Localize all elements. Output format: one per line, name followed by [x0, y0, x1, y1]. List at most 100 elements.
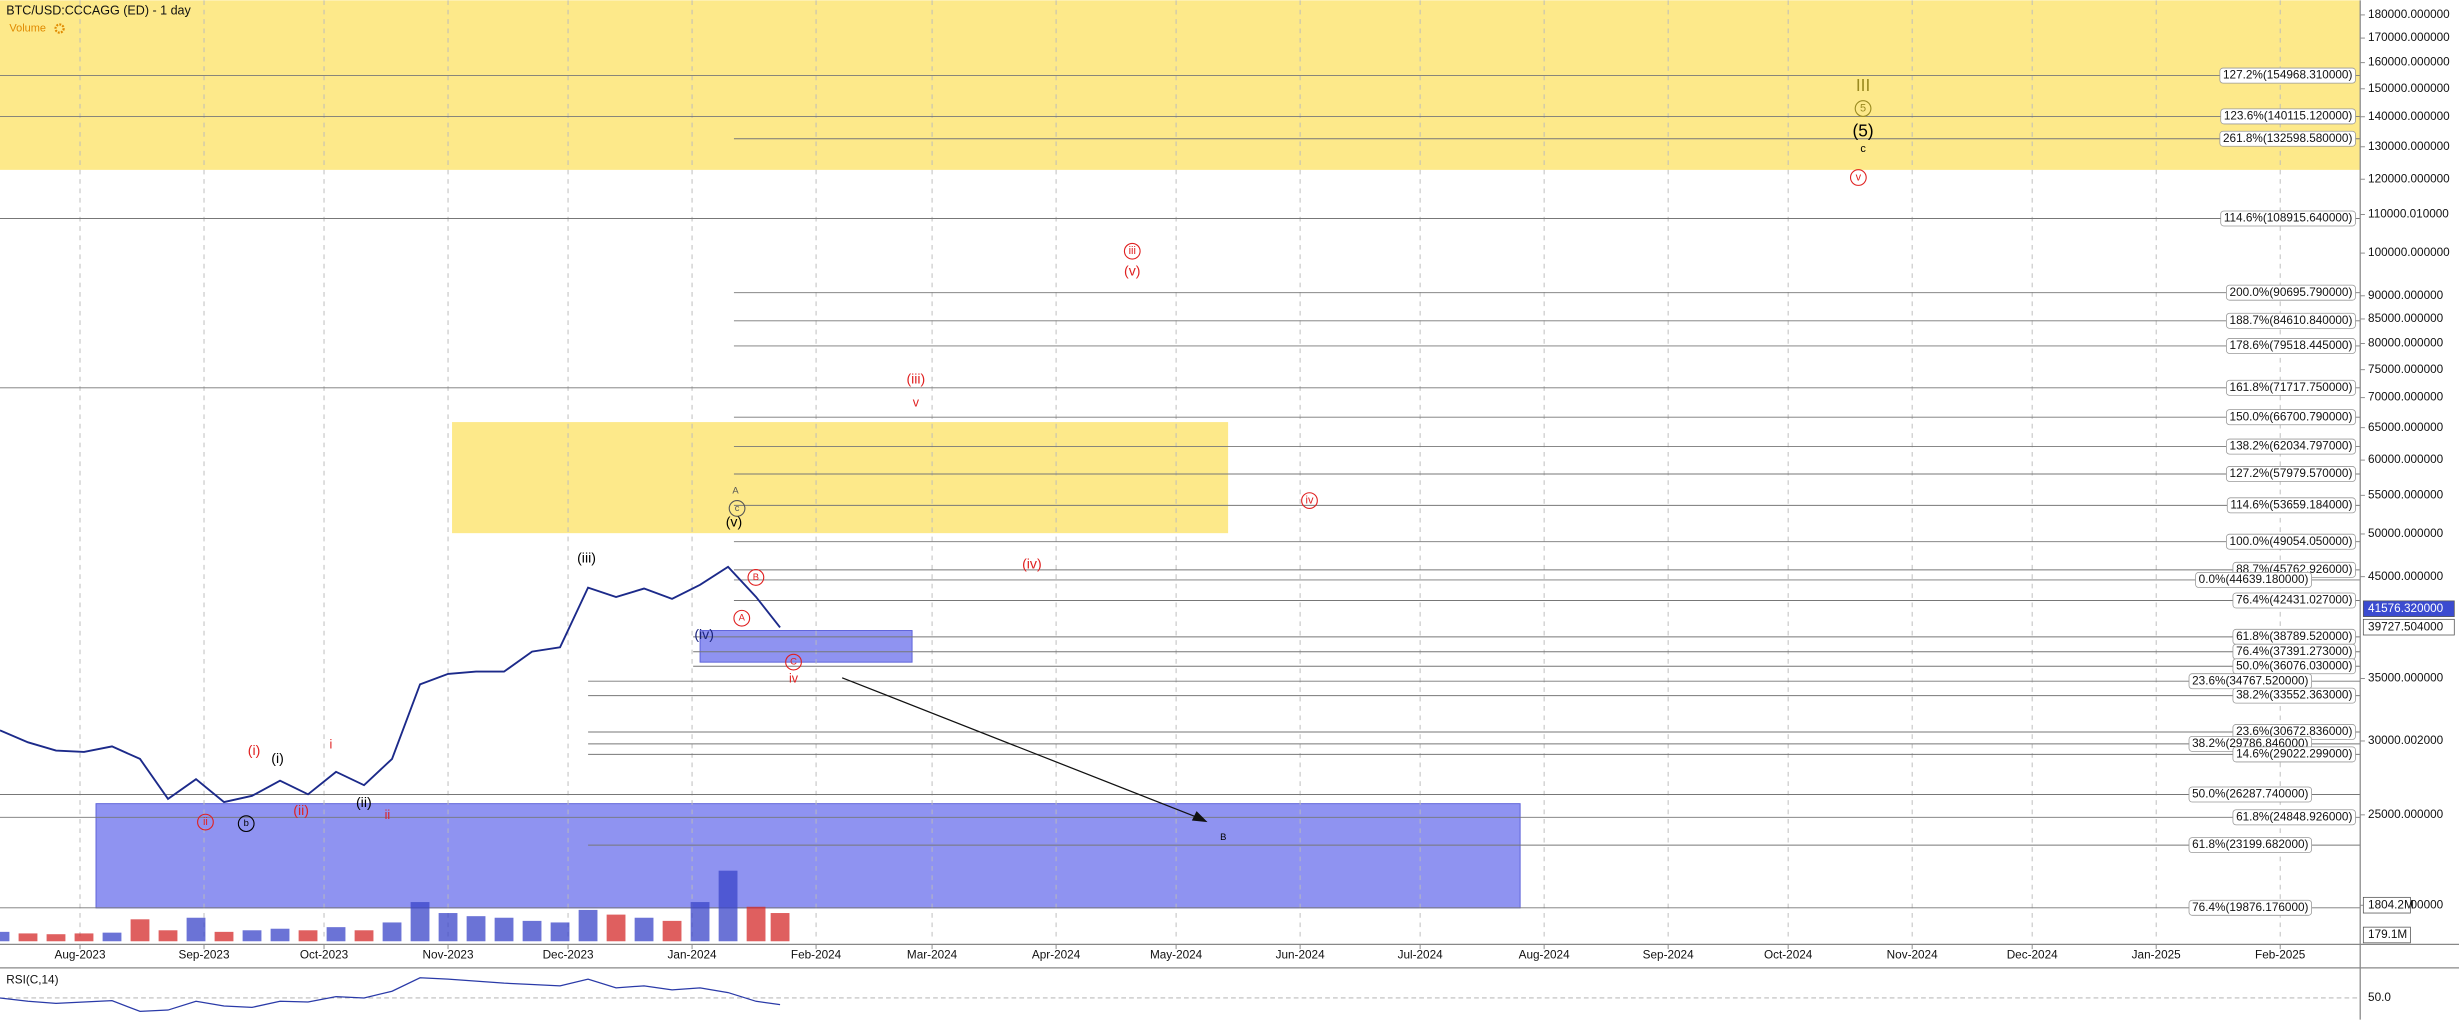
volume-bar — [74, 933, 94, 942]
y-tick-label: 170000.000000 — [2368, 31, 2450, 44]
plot — [0, 565, 790, 1013]
fib-label-text: 138.2%(62034.797000) — [2230, 440, 2353, 453]
fib-label: 61.8%(38789.520000) — [2232, 628, 2356, 645]
x-tick-label: Jul-2024 — [1398, 948, 1444, 961]
x-tick-label: Dec-2023 — [543, 948, 594, 961]
fib-label-text: 127.2%(154968.310000) — [2223, 69, 2352, 82]
volume-bar — [326, 927, 346, 942]
volume-badge-text: 1804.2M — [2368, 898, 2414, 911]
price-badge-text: 39727.504000 — [2368, 620, 2444, 633]
fib-label-box — [2226, 533, 2356, 550]
fib-label-text: 23.6%(30672.836000) — [2236, 725, 2352, 738]
wave-circle — [747, 569, 765, 586]
fib-label-text: 161.8%(71717.750000) — [2230, 381, 2353, 394]
y-tick-label: 160000.000000 — [2368, 56, 2450, 69]
fib-label: 100.0%(49054.050000) — [2226, 533, 2356, 550]
x-tick-label: Nov-2024 — [1887, 948, 1938, 961]
wave-label: ii — [385, 808, 391, 822]
wave-label: (iv) — [1022, 556, 1042, 572]
volume-bar — [662, 920, 682, 942]
x-tick-label: Oct-2024 — [1764, 948, 1813, 961]
fib-label: 114.6%(108915.640000) — [2220, 210, 2356, 227]
y-tick-label: 35000.000000 — [2368, 672, 2444, 685]
x-tick-label: Oct-2023 — [300, 948, 349, 961]
fib-label-box — [2232, 592, 2356, 609]
x-tick-label: Feb-2025 — [2255, 948, 2306, 961]
y-tick-label: 30000.002000 — [2368, 734, 2444, 747]
settings-icon[interactable] — [54, 23, 65, 34]
volume-bar — [354, 930, 374, 942]
volume-bar — [578, 909, 598, 942]
wave-label: v — [1856, 171, 1862, 183]
fib-label-text: 261.8%(132598.580000) — [2223, 132, 2352, 145]
rsi-label: RSI(C,14) — [6, 974, 58, 987]
volume-bar — [18, 933, 38, 942]
fib-label: 127.2%(57979.570000) — [2226, 466, 2356, 482]
fib-label: 61.8%(23199.682000) — [2188, 837, 2312, 854]
wave-label: C — [790, 656, 797, 667]
wave-label: III — [1856, 75, 1870, 95]
fib-label: 114.6%(53659.184000) — [2226, 497, 2356, 514]
fib-label-text: 76.4%(37391.273000) — [2236, 645, 2352, 658]
fib-label: 188.7%(84610.840000) — [2226, 312, 2356, 329]
fib-label-text: 0.0%(44639.180000) — [2199, 573, 2309, 586]
fib-label: 50.0%(26287.740000) — [2188, 786, 2312, 803]
y-tick-label: 110000.010000 — [2368, 208, 2449, 221]
y-tick-label: 70000.000000 — [2368, 391, 2444, 404]
fib-label-text: 188.7%(84610.840000) — [2230, 314, 2353, 327]
fib-label: 161.8%(71717.750000) — [2226, 379, 2356, 396]
fib-label: 61.8%(24848.926000) — [2232, 809, 2356, 826]
wave-label: (iii) — [906, 371, 925, 387]
fib-label-box — [2188, 899, 2312, 916]
fib-label-box — [2226, 497, 2356, 514]
y-tick-label: 60000.000000 — [2368, 453, 2444, 466]
y-tick-label: 100000.000000 — [2368, 246, 2450, 259]
volume-bar — [298, 930, 318, 942]
volume-bar — [130, 919, 150, 942]
y-tick-label: 180000.000000 — [2368, 8, 2450, 21]
fib-label-box — [2226, 312, 2356, 329]
volume-bar — [46, 934, 66, 942]
fib-label-text: 50.0%(26287.740000) — [2192, 788, 2308, 801]
wave-label: A — [732, 485, 739, 496]
y-tick-label: 50000.000000 — [2368, 527, 2444, 540]
wave-circle — [733, 609, 751, 627]
wave-circle — [728, 500, 746, 517]
y-tick-label: 65000.000000 — [2368, 421, 2444, 434]
wave-label: (5) — [1853, 121, 1874, 141]
fib-label: 261.8%(132598.580000) — [2219, 130, 2356, 147]
x-tick-label: Feb-2024 — [791, 948, 842, 961]
wave-label: iv — [1306, 494, 1314, 506]
wave-circle — [1301, 492, 1318, 509]
wave-label: c — [735, 502, 740, 513]
wave-label: ii — [203, 816, 208, 828]
wave-label: B — [1220, 831, 1226, 842]
fib-label-text: 14.6%(29022.299000) — [2236, 748, 2352, 761]
price-badge — [2362, 600, 2455, 617]
fib-label-box — [2232, 687, 2356, 704]
wave-label: (v) — [1124, 262, 1140, 278]
volume-bar — [0, 931, 10, 942]
fib-label-box — [2220, 210, 2356, 227]
volume-bar — [270, 928, 290, 942]
fib-label: 178.6%(79518.445000) — [2226, 338, 2356, 354]
fib-label-box — [2226, 379, 2356, 396]
y-tick-label: 120000.000000 — [2368, 172, 2450, 185]
x-tick-label: Aug-2024 — [1519, 948, 1570, 961]
wave-label: B — [753, 571, 759, 582]
wave-label: (ii) — [293, 802, 309, 818]
volume-bar — [410, 902, 430, 942]
wave-label: (ii) — [356, 794, 372, 810]
fib-label: 23.6%(30672.836000) — [2232, 724, 2356, 740]
zone — [95, 803, 1521, 909]
arrow-head — [1191, 811, 1208, 823]
zone — [452, 422, 1229, 534]
fib-label-text: 178.6%(79518.445000) — [2230, 339, 2353, 352]
volume-badge-text: 179.1M — [2368, 928, 2407, 941]
volume-bar — [634, 917, 654, 942]
price-badge-text: 41576.320000 — [2368, 602, 2444, 615]
wave-label: v — [913, 396, 920, 410]
fib-label-box — [2226, 466, 2356, 482]
y-tick-label: 85000.000000 — [2368, 312, 2444, 325]
x-tick-label: Jan-2025 — [2132, 948, 2181, 961]
